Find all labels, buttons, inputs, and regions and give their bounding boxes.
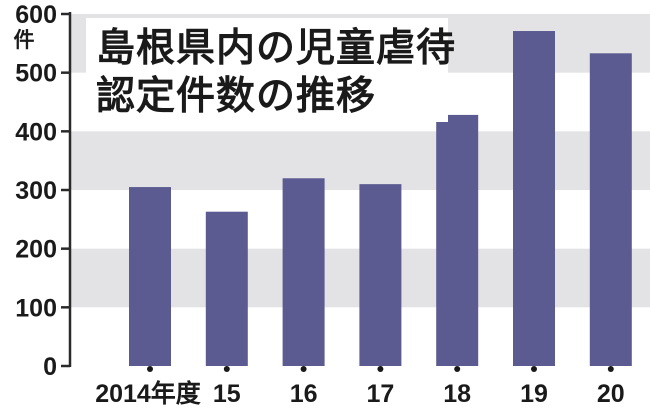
y-tick-label: 500 [15, 60, 57, 88]
y-axis-unit: 件 [14, 29, 35, 52]
title-line-2: 認定件数の推移 [96, 75, 376, 118]
title-background [86, 18, 448, 122]
bars [129, 31, 632, 366]
chart-title: 島根県内の児童虐待 認定件数の推移 [86, 18, 456, 122]
bar-20 [589, 53, 632, 366]
x-tick-dot [377, 366, 384, 372]
x-tick-dot [607, 366, 614, 372]
x-tick-label: 20 [597, 380, 625, 408]
x-tick-dot [531, 366, 537, 372]
y-tick-label: 0 [43, 353, 57, 381]
y-tick-label: 300 [15, 177, 57, 205]
y-tick-label: 100 [15, 294, 57, 322]
x-tick-dot [223, 366, 230, 372]
y-tick-label: 200 [15, 236, 57, 264]
bar-15 [205, 211, 248, 366]
bar-17 [359, 184, 402, 366]
bar-2014年度 [129, 187, 171, 366]
y-tick-label: 400 [15, 118, 57, 146]
x-tick-label: 19 [520, 380, 548, 408]
x-tick-label: 15 [213, 380, 241, 408]
y-tick-label: 600 [15, 1, 57, 29]
grid-band [70, 131, 650, 190]
x-axis-ticks: 2014年度 15 16 17 18 19 20 [95, 366, 625, 408]
x-tick-label: 2014年度 [95, 379, 201, 408]
title-line-1: 島根県内の児童虐待 [96, 26, 456, 70]
x-tick-dot [454, 366, 461, 372]
x-tick-dot [300, 366, 307, 372]
bar-19 [513, 31, 555, 366]
x-tick-dot [147, 366, 153, 372]
x-tick-label: 17 [366, 380, 394, 408]
x-tick-label: 18 [443, 380, 471, 408]
bar-18 [436, 114, 479, 366]
x-tick-label: 16 [290, 380, 318, 408]
bar-16 [282, 178, 325, 366]
y-axis-ticks: 0 100 200 300 400 500 600 [15, 1, 70, 381]
